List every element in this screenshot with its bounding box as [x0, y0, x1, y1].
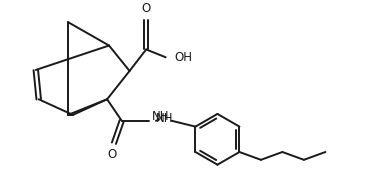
Text: O: O [142, 2, 151, 15]
Text: NH: NH [156, 112, 173, 125]
Text: OH: OH [175, 51, 193, 64]
Text: O: O [107, 148, 117, 161]
Text: NH: NH [152, 110, 170, 123]
